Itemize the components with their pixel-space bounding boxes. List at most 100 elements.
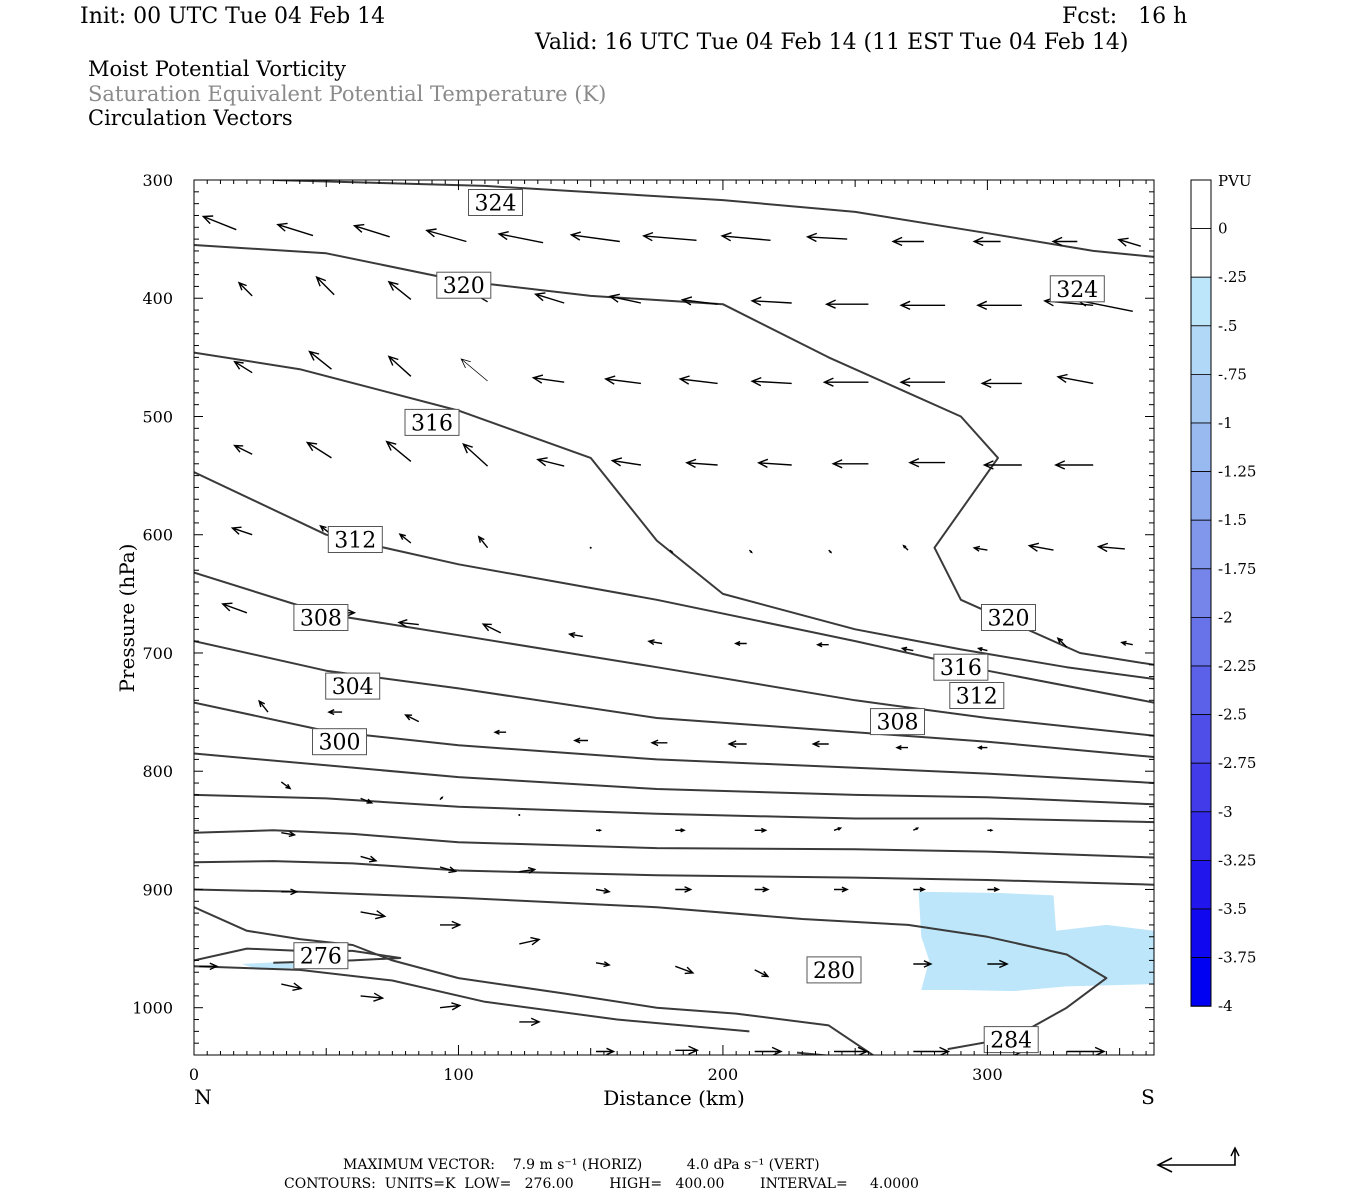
circulation-vector <box>221 602 248 614</box>
circulation-vector <box>398 533 412 544</box>
colorbar-unit-label: PVU <box>1218 172 1252 190</box>
circulation-vector <box>805 232 848 243</box>
reference-vector-icon <box>1156 1146 1240 1173</box>
circulation-vector <box>387 280 412 300</box>
circulation-vector <box>912 827 920 831</box>
contour-label-box <box>327 526 383 553</box>
colorbar-label: -2.25 <box>1218 657 1256 675</box>
contour-label: 300 <box>319 731 361 756</box>
contour-label-box <box>870 708 925 736</box>
circulation-vector <box>258 699 269 713</box>
circulation-vector <box>675 965 695 975</box>
colorbar-label: -2.75 <box>1218 754 1256 772</box>
circulation-vector <box>519 866 537 874</box>
circulation-vector <box>1096 542 1125 553</box>
circulation-vector <box>899 377 946 387</box>
circulation-vector <box>276 222 314 237</box>
circulation-vector <box>976 745 988 750</box>
theta-contour-292 <box>194 793 1154 824</box>
contour-label-box <box>983 1026 1039 1054</box>
circulation-vector <box>199 962 219 971</box>
circulation-vector <box>972 545 988 552</box>
circulation-vector <box>834 886 849 893</box>
circulation-vector <box>987 959 1009 969</box>
contour-label: 276 <box>300 945 342 970</box>
colorbar-swatch <box>1190 714 1212 764</box>
circulation-vector <box>385 440 412 462</box>
colorbar-label: -1.25 <box>1218 463 1256 481</box>
circulation-vector <box>976 300 1022 311</box>
colorbar-swatch <box>1190 957 1212 1007</box>
circulation-vector <box>533 292 565 304</box>
y-tick-label: 600 <box>142 526 173 545</box>
circulation-vector <box>595 887 611 894</box>
circulation-vector <box>201 215 237 231</box>
circulation-vector <box>913 960 933 968</box>
circulation-vector <box>750 376 792 387</box>
contour-label-box <box>468 189 523 216</box>
y-tick-label: 700 <box>142 644 173 663</box>
colorbar-swatch <box>1190 228 1212 278</box>
theta-contour-276 <box>194 965 750 1033</box>
circulation-vector <box>976 647 988 652</box>
circulation-vector <box>675 886 693 893</box>
y-tick-label: 800 <box>142 762 173 781</box>
circulation-vector <box>748 549 753 554</box>
circulation-vector <box>675 828 686 833</box>
circulation-vector <box>519 936 541 946</box>
circulation-vector <box>567 632 583 639</box>
contour-label-box <box>806 956 862 984</box>
title-mpv: Moist Potential Vorticity <box>88 57 346 81</box>
circulation-vector <box>387 355 412 377</box>
contour-label: 308 <box>300 607 342 632</box>
circulation-vector <box>1027 542 1054 552</box>
colorbar-frame <box>1190 179 1212 1007</box>
colorbar-swatch <box>1190 422 1212 472</box>
title-theta-es: Saturation Equivalent Potential Temperat… <box>88 82 607 106</box>
contour-label: 280 <box>813 959 855 984</box>
colorbar-swatch <box>1190 908 1212 958</box>
contour-info-note: CONTOURS: UNITS=K LOW= 276.00 HIGH= 400.… <box>284 1176 919 1192</box>
circulation-vector <box>831 459 869 469</box>
valid-time: Valid: 16 UTC Tue 04 Feb 14 (11 EST Tue … <box>535 30 1129 55</box>
circulation-vector <box>650 739 668 747</box>
circulation-vector <box>1051 236 1078 247</box>
circulation-vector <box>460 358 488 382</box>
contour-label-box <box>293 942 349 970</box>
theta-contour-280 <box>194 906 875 1055</box>
circulation-vector <box>233 444 253 455</box>
colorbar-label: -3 <box>1218 803 1233 821</box>
circulation-vector <box>675 1045 700 1055</box>
circulation-vector <box>477 535 489 549</box>
circulation-vector <box>308 350 332 370</box>
circulation-vector <box>497 231 544 244</box>
contour-label: 316 <box>940 656 982 681</box>
theta-contour-304 <box>194 640 1154 758</box>
contour-label: 312 <box>956 685 998 710</box>
contour-label-box <box>436 271 492 299</box>
circulation-vector <box>685 458 718 469</box>
maximum-vector-note: MAXIMUM VECTOR: 7.9 m s⁻¹ (HORIZ) 4.0 dP… <box>343 1157 820 1173</box>
contour-label-box <box>325 672 381 700</box>
circulation-vector <box>281 982 303 991</box>
theta-contour-286 <box>194 860 1154 886</box>
circulation-vector <box>569 231 620 243</box>
colorbar-label: -3.5 <box>1218 900 1247 918</box>
contour-label-box <box>981 604 1036 631</box>
theta-contour-324 <box>273 180 1154 258</box>
circulation-vector <box>754 969 770 978</box>
contour-label: 324 <box>475 192 517 217</box>
colorbar-swatch <box>1190 568 1212 618</box>
colorbar-swatch <box>1190 471 1212 521</box>
title-vectors: Circulation Vectors <box>88 106 293 130</box>
circulation-vector <box>987 828 994 832</box>
theta-contour-288 <box>194 829 1154 859</box>
circulation-vector <box>680 296 718 306</box>
circulation-vector <box>811 740 829 748</box>
circulation-vector <box>315 275 335 296</box>
circulation-vector <box>536 457 565 467</box>
circulation-vector <box>833 827 843 831</box>
circulation-vector <box>360 797 374 804</box>
circulation-vector <box>404 714 420 723</box>
circulation-vector <box>573 737 588 744</box>
